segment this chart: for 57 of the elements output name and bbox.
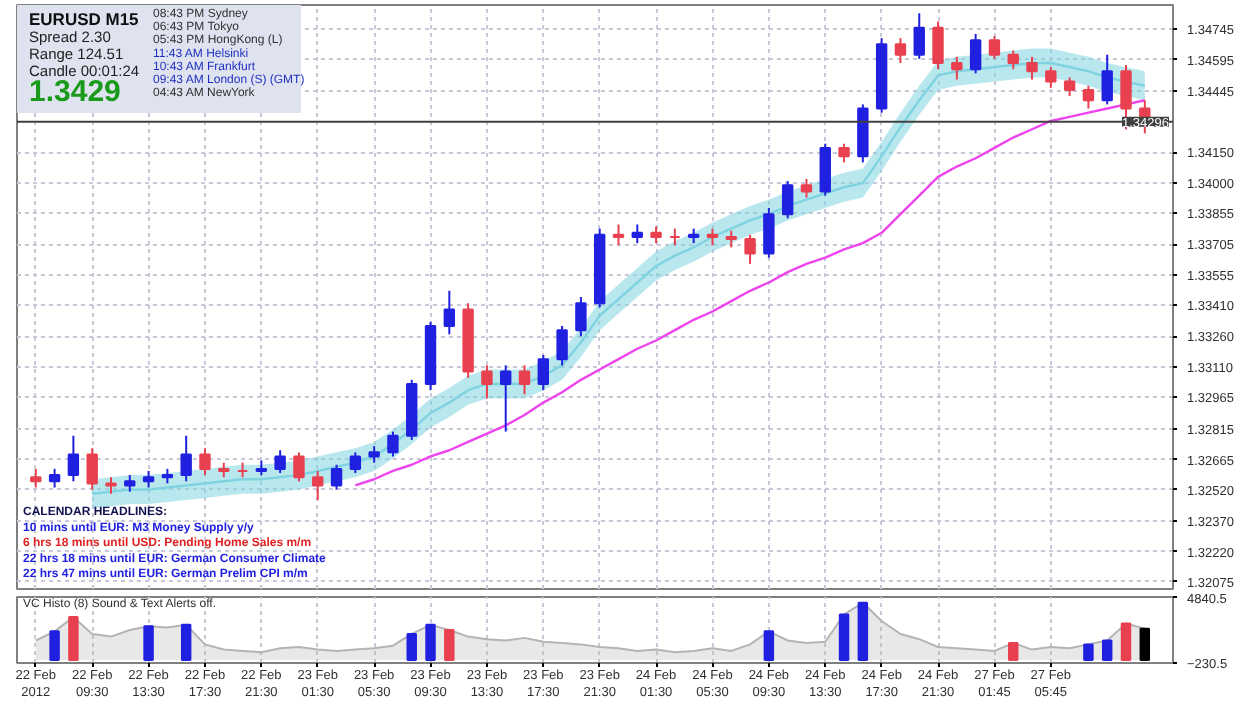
candlestick bbox=[556, 324, 568, 367]
annotation: 1.3429 bbox=[29, 75, 121, 109]
candlestick bbox=[387, 430, 399, 458]
candlestick bbox=[631, 223, 643, 245]
candlestick bbox=[349, 451, 362, 475]
bar bbox=[68, 616, 79, 661]
candlestick bbox=[1082, 84, 1095, 110]
candlestick bbox=[800, 177, 813, 199]
candlestick bbox=[518, 364, 531, 396]
candlestick bbox=[293, 451, 305, 483]
candlestick bbox=[819, 142, 831, 197]
candlestick bbox=[838, 142, 850, 164]
bar bbox=[857, 601, 869, 661]
bar bbox=[406, 632, 417, 661]
bar bbox=[444, 629, 455, 661]
bar bbox=[838, 613, 850, 661]
candlestick bbox=[932, 20, 944, 71]
candlestick bbox=[988, 35, 1001, 60]
candlestick bbox=[575, 296, 587, 338]
bar bbox=[1008, 642, 1019, 661]
candlestick bbox=[500, 364, 512, 433]
candlestick bbox=[857, 103, 869, 164]
bar bbox=[180, 623, 192, 661]
bar bbox=[1139, 627, 1151, 661]
candlestick bbox=[744, 233, 756, 265]
candlestick bbox=[1101, 53, 1113, 106]
candlestick bbox=[951, 55, 963, 81]
candlestick bbox=[274, 449, 286, 475]
annotation: EURUSD M15 bbox=[29, 9, 140, 29]
candlestick bbox=[180, 434, 192, 483]
candlestick bbox=[30, 467, 42, 489]
candlestick bbox=[1063, 76, 1076, 98]
candlestick bbox=[199, 447, 211, 477]
candlestick bbox=[67, 434, 80, 483]
candlestick bbox=[969, 32, 982, 75]
candlestick bbox=[763, 206, 775, 259]
bar bbox=[1120, 622, 1132, 661]
candlestick bbox=[86, 447, 98, 491]
candlestick bbox=[537, 353, 550, 392]
candlestick bbox=[781, 180, 794, 220]
bar bbox=[763, 630, 775, 661]
candlestick bbox=[894, 37, 907, 64]
candlestick bbox=[443, 289, 456, 336]
candlestick bbox=[1026, 55, 1038, 81]
bar bbox=[143, 625, 154, 661]
candlestick bbox=[330, 463, 343, 491]
candlestick bbox=[1007, 49, 1019, 71]
candlestick bbox=[1045, 66, 1057, 89]
bar bbox=[49, 630, 60, 661]
bar bbox=[1083, 643, 1094, 661]
candlestick bbox=[913, 12, 925, 60]
candlestick bbox=[312, 469, 324, 501]
candlestick bbox=[481, 364, 493, 400]
bar bbox=[425, 623, 436, 661]
candlestick bbox=[612, 223, 625, 247]
candlestick bbox=[48, 467, 61, 489]
bar bbox=[1101, 639, 1113, 661]
